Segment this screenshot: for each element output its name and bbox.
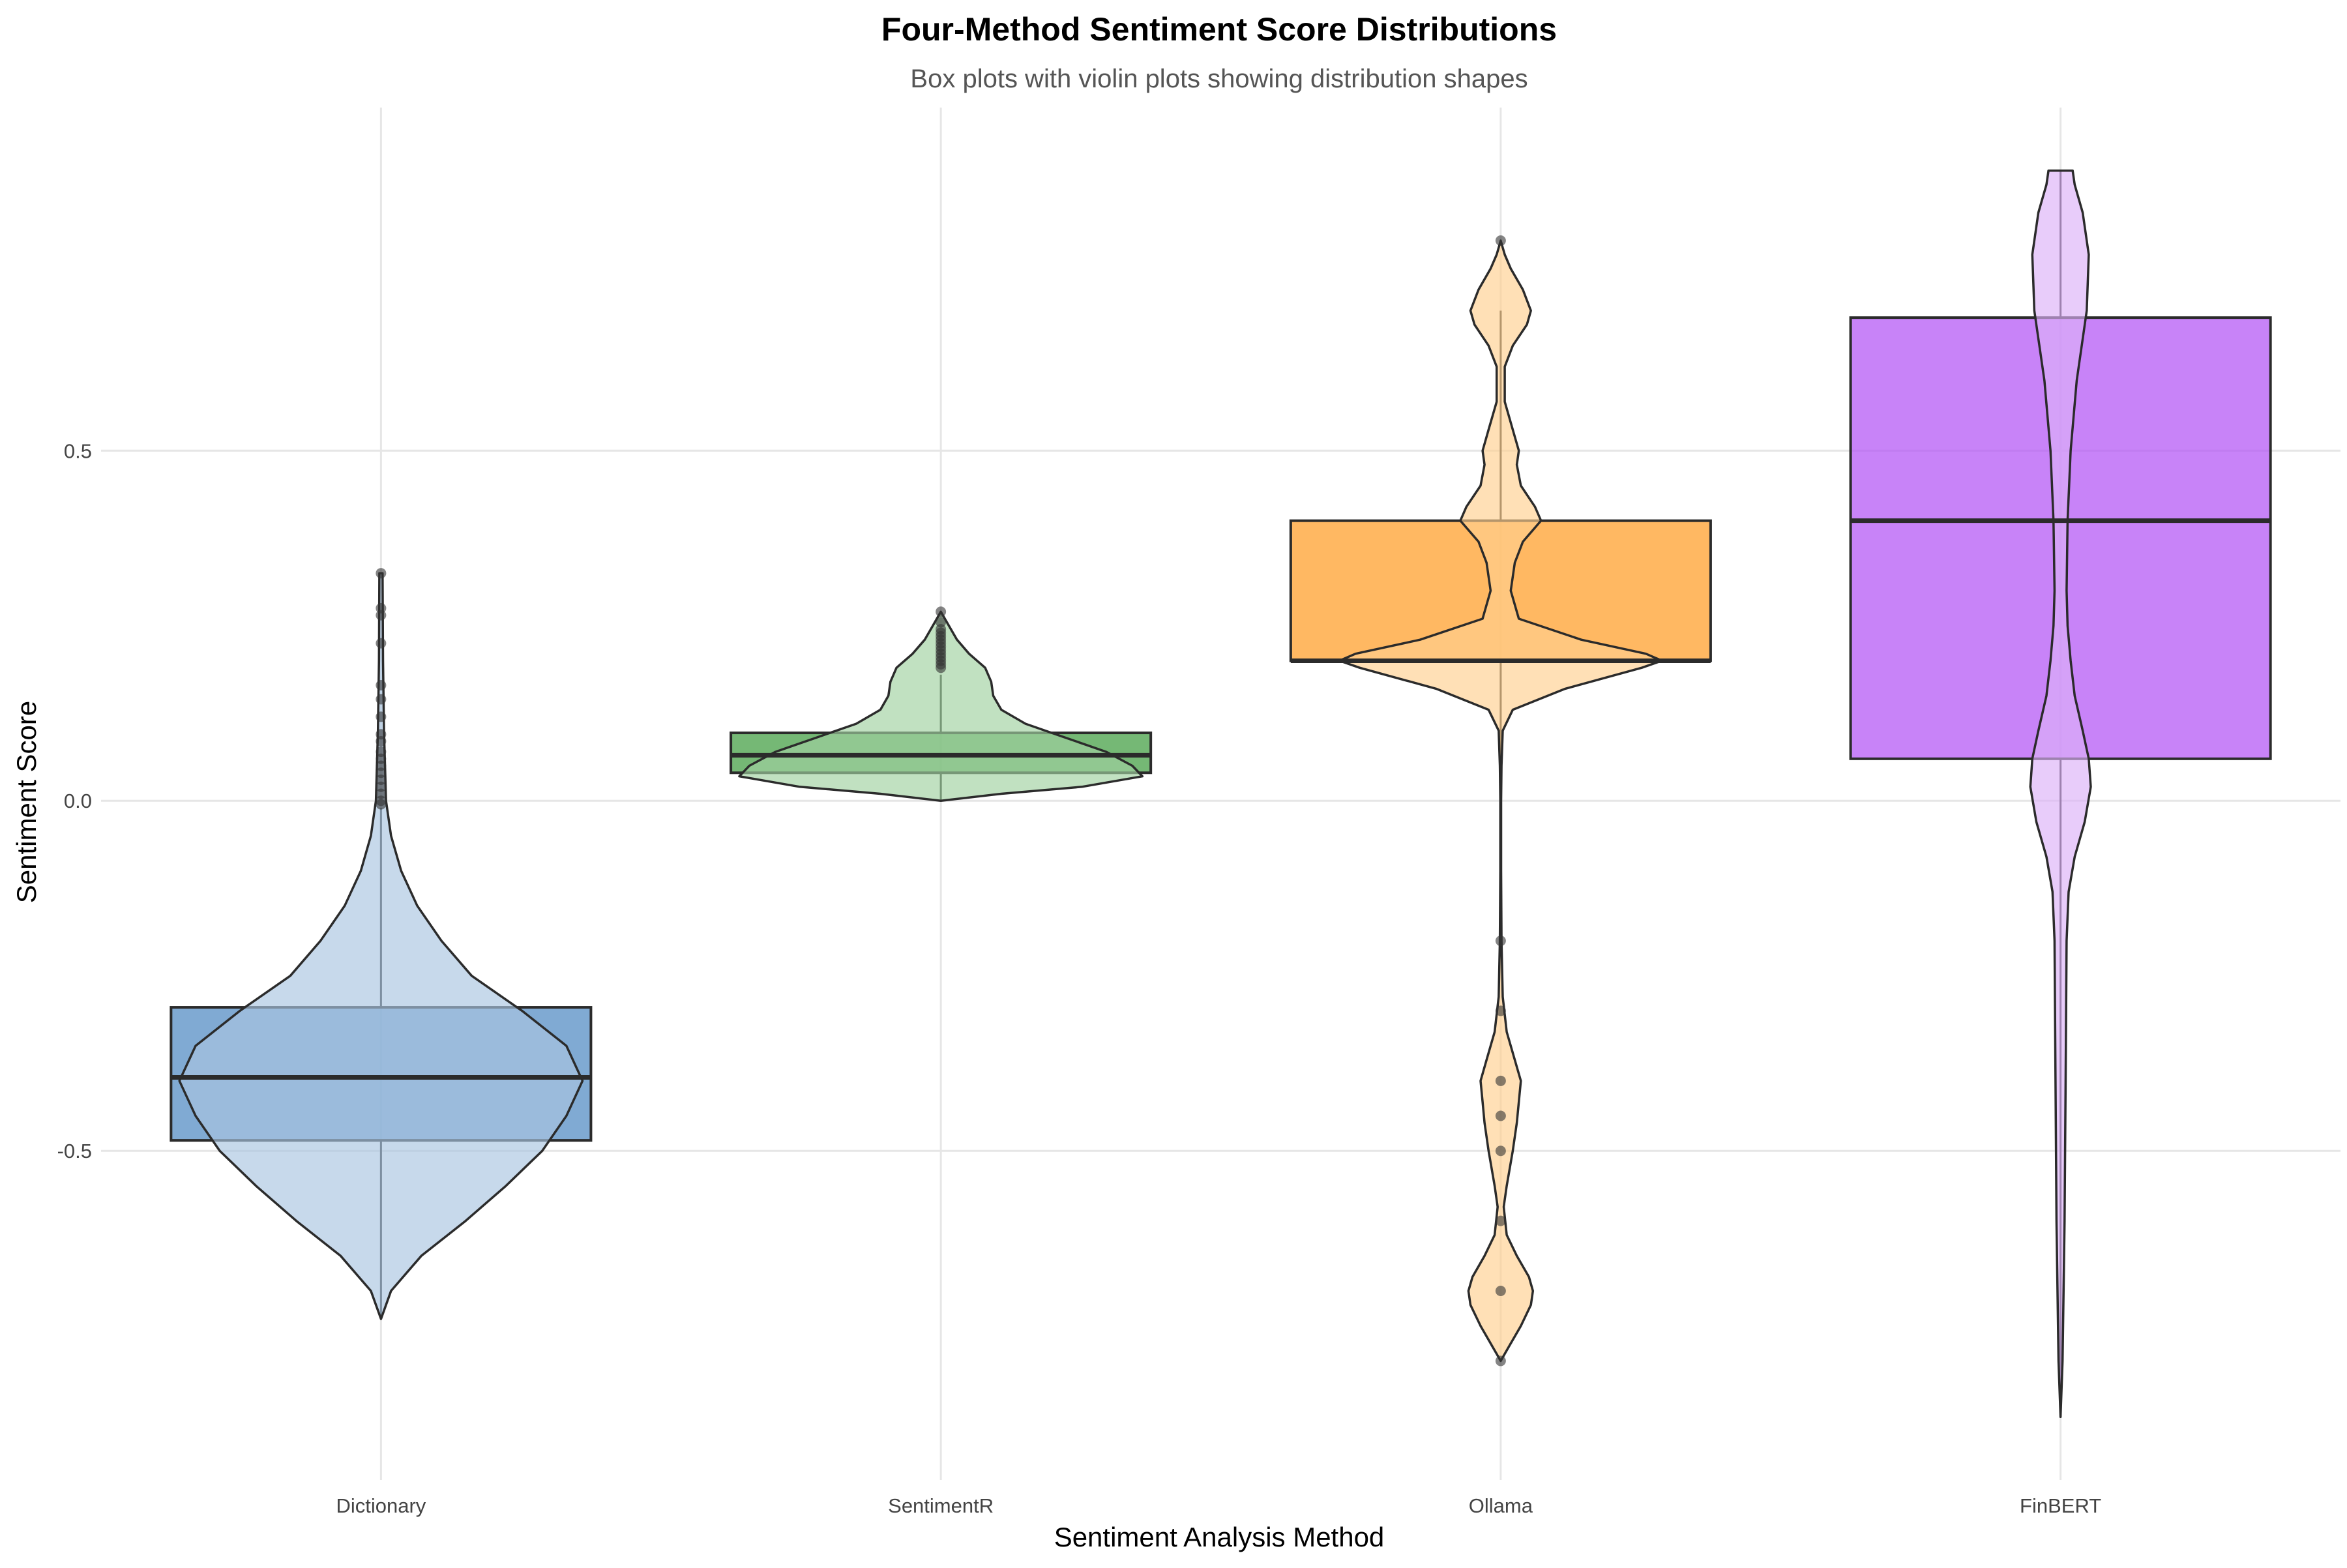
x-tick-label: SentimentR [888, 1494, 994, 1517]
x-tick-label: FinBERT [2020, 1494, 2101, 1517]
chart-subtitle: Box plots with violin plots showing dist… [910, 65, 1528, 93]
series-finbert [1849, 169, 2272, 1419]
outlier-point [376, 799, 387, 810]
tick-layer: -0.5 0.0 0.5 Dictionary SentimentR Ollama FinB… [57, 439, 2102, 1517]
outlier-point [1495, 1355, 1506, 1367]
y-tick-label: 0.5 [64, 439, 92, 462]
series-dictionary [170, 568, 593, 1320]
outlier-point [376, 711, 387, 722]
outlier-point [1495, 936, 1506, 947]
series-sentimentr [730, 606, 1153, 802]
outlier-point [376, 638, 387, 649]
y-tick-label: -0.5 [57, 1140, 92, 1162]
y-axis-title: Sentiment Score [11, 701, 42, 904]
series-ollama [1289, 235, 1712, 1367]
outlier-point [1495, 1286, 1506, 1297]
outlier-point [376, 735, 387, 747]
outlier-point [1495, 1005, 1506, 1016]
violin [2029, 169, 2092, 1419]
plot-layer [170, 169, 2272, 1419]
outlier-point [376, 680, 387, 691]
outlier-point [1495, 1146, 1506, 1157]
outlier-point [936, 662, 947, 673]
outlier-point [1495, 1215, 1506, 1226]
y-tick-label: 0.0 [64, 790, 92, 812]
outlier-point [1495, 1075, 1506, 1086]
outlier-point [376, 694, 387, 705]
x-tick-label: Ollama [1469, 1494, 1533, 1517]
x-tick-label: Dictionary [336, 1494, 426, 1517]
outlier-point [376, 568, 387, 579]
outlier-point [1495, 235, 1506, 246]
outlier-point [1495, 1110, 1506, 1121]
chart-title: Four-Method Sentiment Score Distribution… [881, 11, 1557, 48]
outlier-point [376, 610, 387, 621]
x-axis-title: Sentiment Analysis Method [1054, 1522, 1385, 1552]
outlier-point [936, 606, 947, 617]
